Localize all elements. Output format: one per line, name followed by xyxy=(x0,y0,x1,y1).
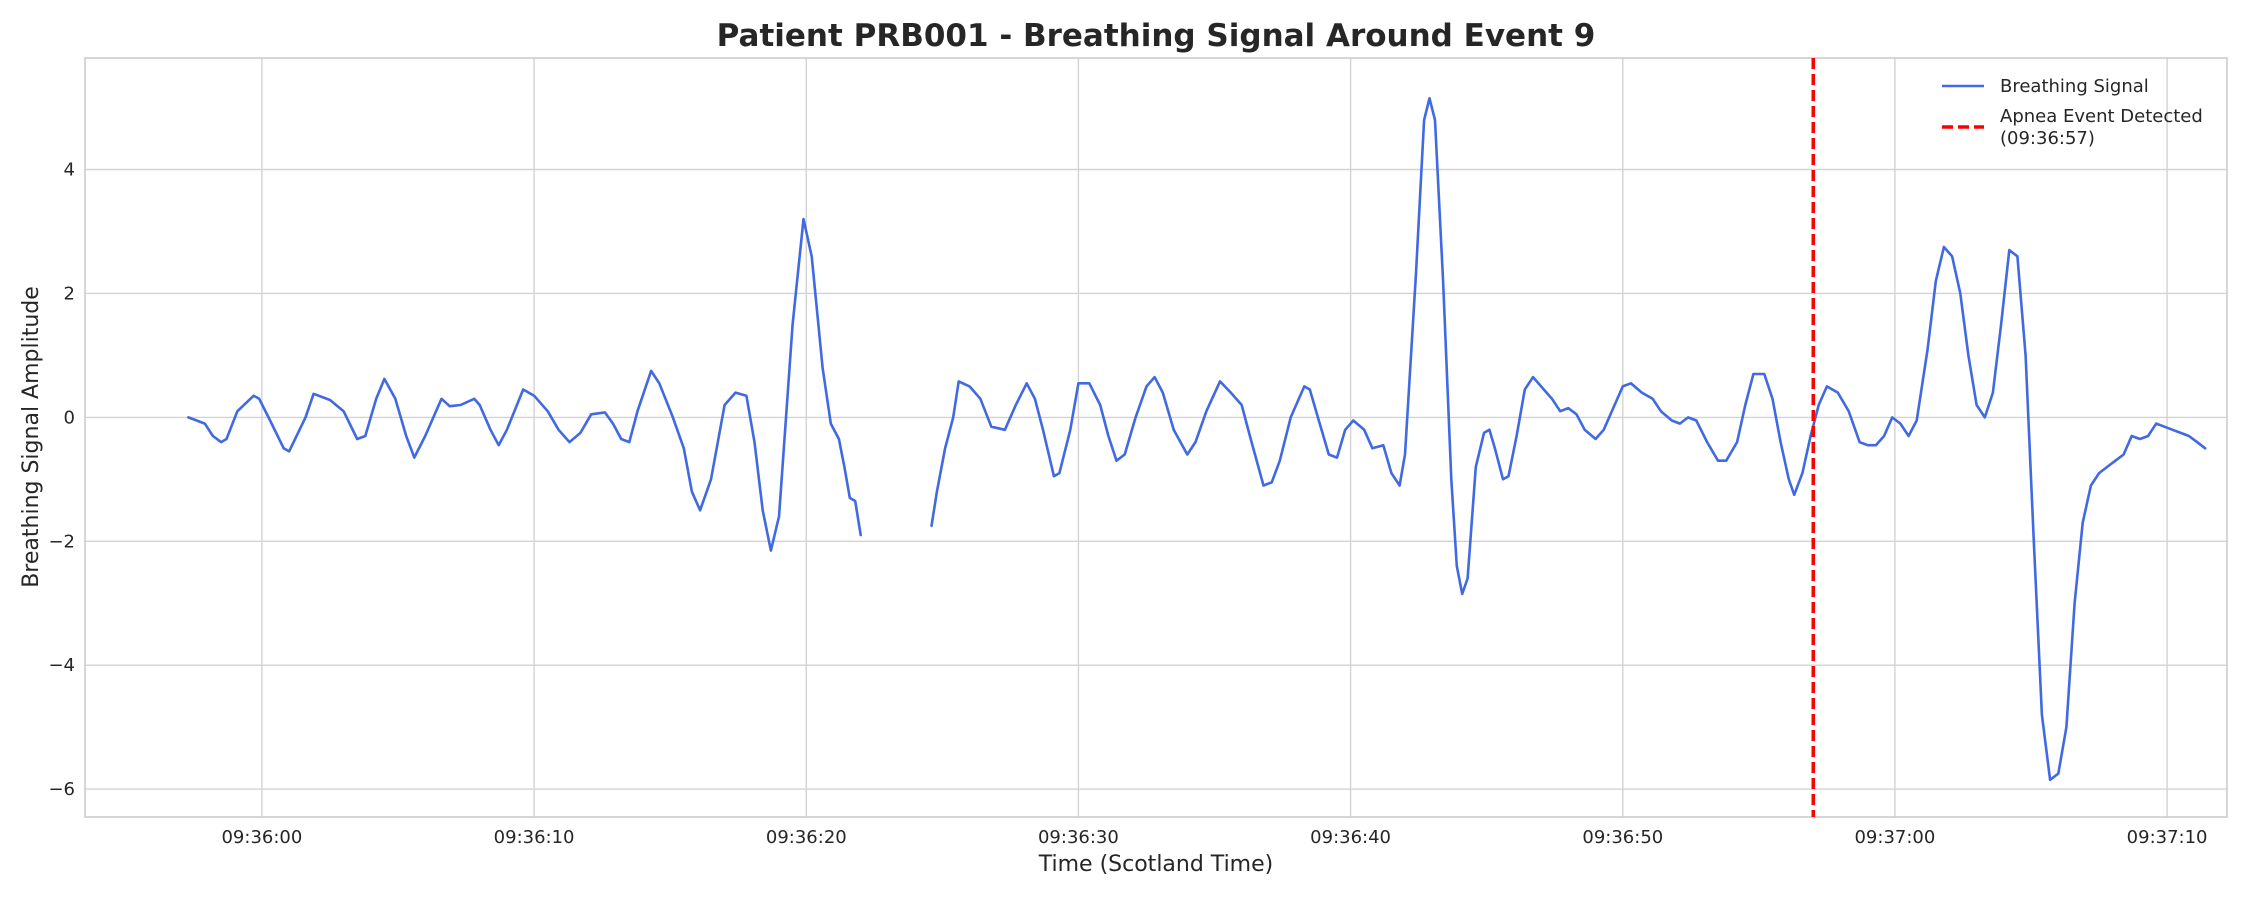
x-tick-label: 09:36:00 xyxy=(221,827,302,848)
series-layer xyxy=(187,97,2207,782)
y-axis-label: Breathing Signal Amplitude xyxy=(19,286,44,588)
y-tick-label: −4 xyxy=(48,655,75,676)
x-tick-label: 09:36:20 xyxy=(766,827,847,848)
y-axis-ticks: −6 −4 −2 0 2 4 xyxy=(48,160,75,801)
y-tick-label: −2 xyxy=(48,531,75,552)
y-tick-label: 2 xyxy=(64,283,75,304)
x-tick-label: 09:37:00 xyxy=(1854,827,1935,848)
x-tick-label: 09:37:10 xyxy=(2127,827,2208,848)
plot-frame xyxy=(84,57,2228,818)
grid-lines xyxy=(85,58,2227,817)
y-tick-label: 0 xyxy=(64,407,75,428)
legend-label-apnea-event-time: (09:36:57) xyxy=(2000,128,2095,149)
x-tick-label: 09:36:30 xyxy=(1038,827,1119,848)
x-tick-label: 09:36:40 xyxy=(1310,827,1391,848)
legend-label-apnea-event: Apnea Event Detected xyxy=(2000,106,2203,127)
breathing-signal-line xyxy=(187,217,862,552)
y-tick-label: −6 xyxy=(48,779,75,800)
x-tick-label: 09:36:50 xyxy=(1582,827,1663,848)
y-tick-label: 4 xyxy=(64,160,75,181)
legend: Breathing Signal Apnea Event Detected (0… xyxy=(1942,76,2203,149)
breathing-signal-line xyxy=(930,97,2207,782)
x-tick-label: 09:36:10 xyxy=(494,827,575,848)
x-axis-ticks: 09:36:00 09:36:10 09:36:20 09:36:30 09:36:40… xyxy=(221,827,2207,848)
chart-title: Patient PRB001 - Breathing Signal Around… xyxy=(717,18,1596,54)
x-axis-label: Time (Scotland Time) xyxy=(1038,852,1273,877)
legend-label-breathing-signal: Breathing Signal xyxy=(2000,76,2149,97)
